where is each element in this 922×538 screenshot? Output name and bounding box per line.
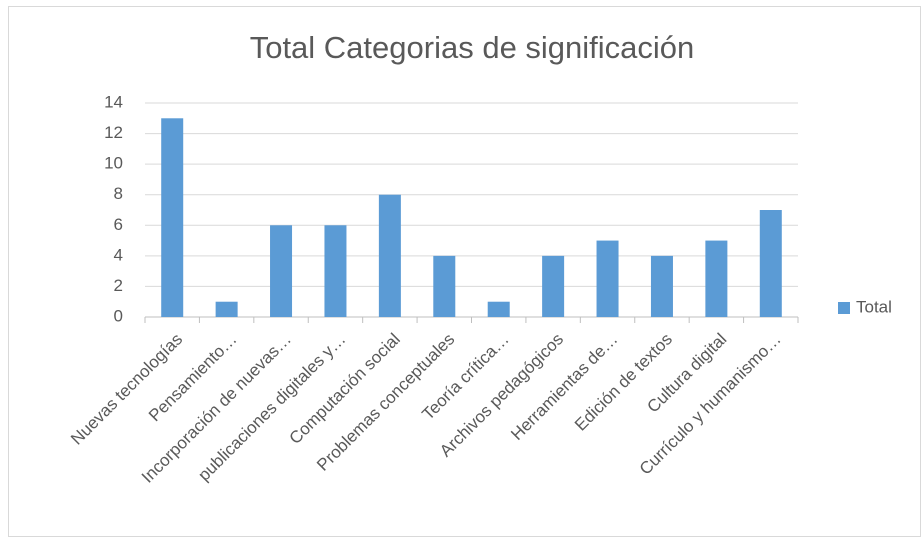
bar: [705, 240, 728, 317]
y-tick-label: 12: [104, 123, 123, 142]
y-tick-label: 0: [114, 306, 123, 325]
bar: [270, 225, 293, 317]
bar: [596, 240, 619, 317]
bar: [433, 255, 456, 317]
chart-border: [8, 6, 921, 537]
y-tick-label: 4: [114, 245, 123, 264]
y-tick-label: 10: [104, 154, 123, 173]
bar: [378, 194, 401, 317]
y-tick-label: 2: [114, 276, 123, 295]
legend-label: Total: [856, 297, 892, 316]
chart-title: Total Categorias de significación: [250, 30, 695, 65]
bar: [324, 225, 347, 317]
bar: [542, 255, 565, 317]
bar: [759, 210, 782, 317]
legend-swatch: [838, 302, 850, 314]
y-tick-label: 8: [114, 184, 123, 203]
bar: [161, 118, 184, 318]
bar: [650, 255, 673, 317]
y-tick-label: 6: [114, 215, 123, 234]
bar: [487, 301, 510, 317]
bar: [215, 301, 238, 317]
y-tick-label: 14: [104, 92, 123, 111]
